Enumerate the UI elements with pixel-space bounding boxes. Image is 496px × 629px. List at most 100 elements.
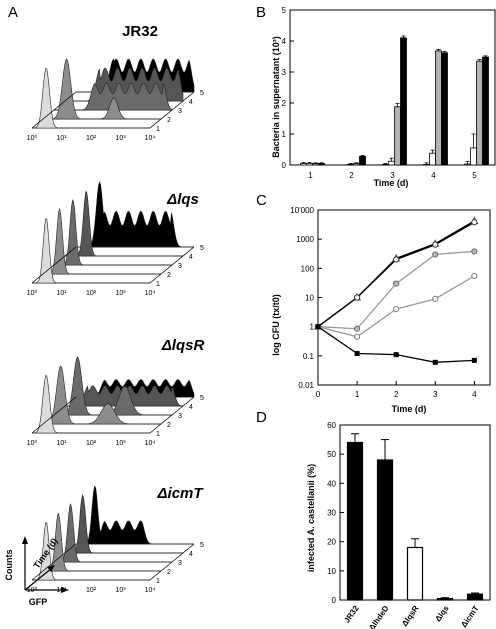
panel-d-ytick-label: 50 [327,450,336,459]
panel-d-category-label: ΔlqsR [400,604,421,628]
panel-c-ylabel: log CFU (tx/t0) [271,294,281,356]
panel-b-xlabel: Time (d) [374,178,409,188]
panel-b-bar [394,106,401,166]
histogram-trace [54,199,172,266]
time-tick-label: 5 [200,90,204,97]
log-tick-label: 10¹ [56,440,67,447]
panel-c-point [393,280,400,287]
panel-b-bar [441,52,448,166]
panel-c-xtick-label: 0 [316,390,321,399]
time-tick-label: 1 [156,281,160,288]
log-tick-label: 10² [86,440,97,447]
panel-b-ytick-label: 0 [282,161,287,170]
panel-b-ytick-label: 3 [282,68,287,77]
time-tick-label: 2 [167,117,171,124]
log-tick-label: 10⁰ [27,439,38,447]
time-tick-label: 3 [178,560,182,567]
floor-edge-right [149,543,195,581]
axis-key-counts-arrow [22,536,28,544]
panel-d-ytick-label: 0 [332,596,337,605]
panel-d-bar [466,593,484,601]
panel-b-bar [435,50,442,166]
log-tick-label: 10³ [115,290,126,297]
panel-c-xtick-label: 4 [472,390,477,399]
panel-b-bar [388,160,395,166]
panel-b-bar [312,163,319,166]
time-tick-label: 5 [200,245,204,252]
panel-b-frame [289,9,496,166]
panel-d-bar [346,441,364,601]
panel-c-point [393,352,399,358]
panel-c-point [432,295,439,302]
floor-edge-right [149,91,195,129]
panel-c-ytick-label: 10 [305,294,314,303]
panel-c-xtick-label: 3 [433,390,438,399]
panel-b-xtick-label: 3 [390,171,395,180]
panel-c-point [354,351,360,357]
panel-d-category-label: ΔlhdeD [367,604,391,629]
panel-d-ytick-label: 60 [327,421,336,430]
panel-d-bar [376,459,394,601]
panel-c-point [471,219,478,226]
floor-edge-right [149,246,195,284]
time-tick-label: 4 [189,99,193,106]
axis-key-gfp-label: GFP [29,597,48,607]
panel-b-bar [470,147,477,166]
time-tick-label: 1 [156,126,160,133]
panel-c-point [432,359,438,365]
histogram-trace [43,208,161,275]
panel-b-bar [429,152,436,166]
panel-b-xtick-label: 5 [472,171,477,180]
panel-b-ytick-label: 4 [282,37,287,46]
panel-c-xlabel: Time (d) [392,404,427,414]
histogram-trace [43,58,161,120]
histogram-trace [76,181,194,248]
panel-b-ytick-label: 5 [282,6,287,15]
axis-key-gfp-arrow [61,587,69,593]
panel-d-ytick-label: 40 [327,479,336,488]
panel-d-ytick-label: 20 [327,538,336,547]
panel-c-ytick-label: 100 [301,264,315,273]
panel-b-bar [347,163,354,166]
time-tick-label: 2 [167,422,171,429]
panel-d-bar [406,546,424,601]
panel-c-ytick-label: 1 [310,323,315,332]
floor-edge-left [31,246,77,284]
panel-c-xtick-label: 1 [355,390,360,399]
time-tick-label: 4 [189,404,193,411]
strain-label: Δlqs [166,191,199,208]
panel-letter-a: A [8,4,18,21]
histogram-trace [65,191,183,257]
panel-d-ylabel: infected A. castellanii (%) [306,464,316,572]
panel-b-bar-chart: Bacteria in supernatant (10³) Time (d) 0… [271,6,496,188]
panel-b-bar [476,60,483,166]
panel-b-xtick-label: 1 [308,171,313,180]
panel-b-bar [353,163,360,166]
time-tick-label: 5 [200,395,204,402]
panel-d-ytick-label: 10 [327,567,336,576]
panel-c-xtick-label: 2 [394,390,399,399]
log-tick-label: 10³ [115,440,126,447]
panel-c-point [353,294,361,301]
panel-b-xtick-label: 2 [349,171,354,180]
histogram-trace [32,374,150,434]
log-tick-label: 10⁰ [27,289,38,297]
log-tick-label: 10³ [115,587,126,594]
panel-letter-d: D [256,409,267,426]
log-tick-label: 10² [86,290,97,297]
strain-label: ΔlqsR [161,337,205,354]
axis-key-time [24,567,53,591]
panel-c-point [315,324,321,330]
histogram-trace [76,485,194,545]
panel-c-point [432,241,439,248]
panel-c-frame [317,209,491,386]
panel-b-ytick-label: 2 [282,99,287,108]
strain-label: JR32 [122,23,158,40]
panel-b-bar [423,163,430,166]
time-tick-label: 4 [189,254,193,261]
log-tick-label: 10² [86,135,97,142]
time-tick-label: 2 [167,569,171,576]
panel-d-bar [436,597,454,601]
